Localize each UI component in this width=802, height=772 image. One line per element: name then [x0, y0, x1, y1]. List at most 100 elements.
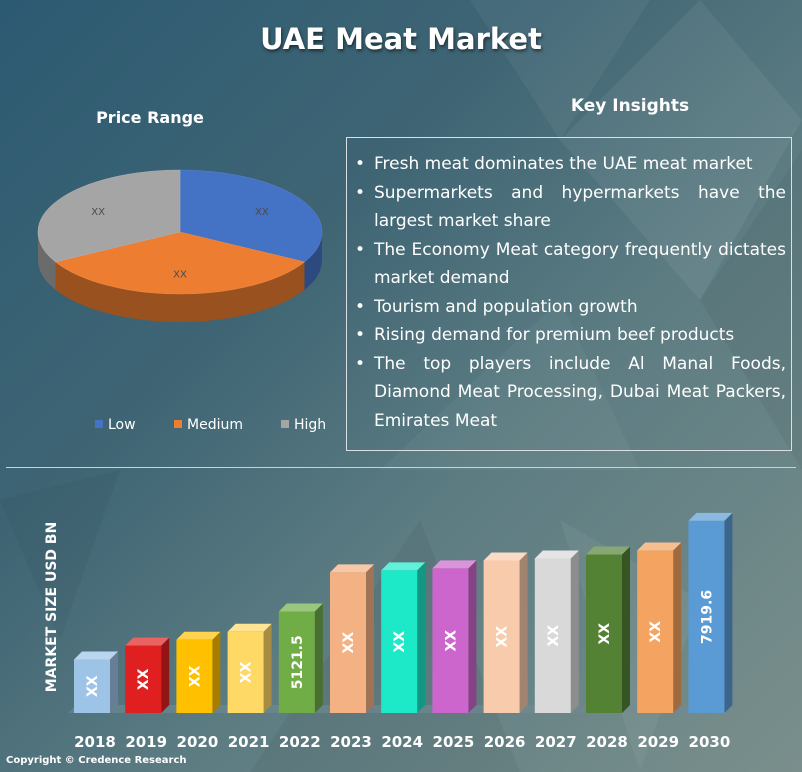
bar	[74, 651, 118, 713]
x-tick-label: 2022	[279, 733, 321, 751]
section-divider	[6, 467, 796, 468]
bar-chart: XX 2018 XX 2019 XX 2020 XX 2021 5121.5 2022 XX 2023…	[68, 512, 737, 751]
bar-top	[432, 560, 477, 569]
x-tick-label: 2020	[177, 733, 219, 751]
pie-slice-medium	[54, 231, 306, 295]
bar-top	[483, 552, 528, 561]
bar-side	[417, 562, 426, 713]
x-tick-label: 2024	[381, 733, 423, 751]
bar-side	[468, 560, 477, 713]
bar-front	[637, 550, 674, 713]
bar-top	[278, 603, 323, 612]
bar-value-label: XX	[341, 632, 357, 654]
bar-value-label: XX	[187, 665, 203, 687]
legend-item-low: Low	[95, 417, 136, 433]
bar	[637, 542, 682, 713]
bullet-icon: •	[355, 182, 366, 203]
bar	[227, 623, 272, 713]
bar-side	[314, 603, 323, 713]
pie-slice-label: XX	[173, 270, 187, 281]
insights-title: Key Insights	[570, 96, 690, 116]
bar-front	[125, 645, 162, 713]
bar-front	[432, 568, 469, 713]
insights-list: • Fresh meat dominates the UAE meat marke…	[352, 150, 786, 435]
pie-slice-side	[55, 261, 305, 322]
bar-value-label: XX	[495, 626, 511, 648]
bar	[586, 546, 630, 713]
bar-side	[622, 546, 630, 713]
bullet-icon: •	[355, 239, 366, 260]
bar-value-label: XX	[392, 631, 408, 653]
x-tick-label: 2027	[535, 733, 577, 751]
legend-swatch-medium	[174, 420, 182, 428]
insight-item: • Rising demand for premium beef products	[352, 321, 786, 350]
bar-top	[74, 651, 118, 660]
bar-side	[724, 512, 733, 713]
x-tick-label: 2023	[330, 733, 372, 751]
bar-top	[176, 631, 221, 640]
bar-value-label: XX	[648, 621, 664, 643]
bar	[534, 550, 579, 713]
pie-slice-high	[37, 169, 181, 263]
x-tick-label: 2030	[689, 733, 731, 751]
pie-chart-title: Price Range	[96, 108, 204, 127]
bar	[381, 562, 426, 713]
copyright-text: Copyright © Credence Research	[6, 755, 187, 766]
page-title: UAE Meat Market	[260, 22, 542, 56]
bar-value-label: XX	[136, 668, 152, 690]
bar	[125, 637, 170, 713]
bar-front	[688, 520, 725, 713]
bar-side	[366, 564, 374, 713]
bar-side	[212, 631, 221, 713]
pie-slice-side	[304, 232, 322, 290]
bar-top	[330, 564, 374, 573]
pie-chart: XX XX XX	[37, 169, 323, 322]
bar-side	[570, 550, 579, 713]
insight-item: • The top players include Al Manal Foods,…	[352, 350, 786, 436]
insights-box	[346, 137, 792, 451]
bar-top	[688, 512, 733, 521]
insight-item: • Tourism and population growth	[352, 293, 786, 322]
bar-value-label: 5121.5	[290, 635, 306, 689]
bar	[278, 603, 323, 713]
pie-slice-side	[38, 232, 56, 290]
bar-value-label: XX	[85, 675, 101, 697]
legend-item-medium: Medium	[174, 417, 243, 433]
bar-front	[534, 558, 571, 713]
insight-item: • The Economy Meat category frequently di…	[352, 236, 786, 293]
x-tick-label: 2028	[586, 733, 628, 751]
legend-swatch-low	[95, 420, 103, 428]
insight-item: • Supermarkets and hypermarkets have the …	[352, 179, 786, 236]
bar	[688, 512, 733, 713]
bar-value-label: 7919.6	[699, 590, 715, 644]
bar-side	[110, 651, 118, 713]
insight-item: • Fresh meat dominates the UAE meat marke…	[352, 150, 786, 179]
bar	[330, 564, 374, 713]
x-tick-label: 2025	[433, 733, 475, 751]
x-tick-label: 2018	[74, 733, 116, 751]
bar-side	[263, 623, 272, 713]
bar-front	[381, 570, 418, 713]
bar-value-label: XX	[597, 623, 613, 645]
x-tick-label: 2029	[637, 733, 679, 751]
bar-value-label: XX	[546, 625, 562, 647]
bar-front	[586, 554, 622, 713]
legend-swatch-high	[281, 420, 289, 428]
bar-front	[227, 631, 264, 713]
bar-top	[637, 542, 682, 551]
bar-side	[673, 542, 682, 713]
bullet-icon: •	[355, 154, 366, 174]
pie-slice-label: XX	[91, 207, 105, 218]
x-tick-label: 2026	[484, 733, 526, 751]
bar-side	[161, 637, 170, 713]
legend-item-high: High	[281, 417, 326, 433]
bar-top	[381, 562, 426, 571]
bullet-icon: •	[355, 296, 366, 317]
bar-front	[74, 659, 110, 713]
bar	[483, 552, 528, 713]
bar-top	[227, 623, 272, 632]
bullet-icon: •	[355, 325, 366, 345]
bar-top	[125, 637, 170, 646]
bar	[176, 631, 221, 713]
